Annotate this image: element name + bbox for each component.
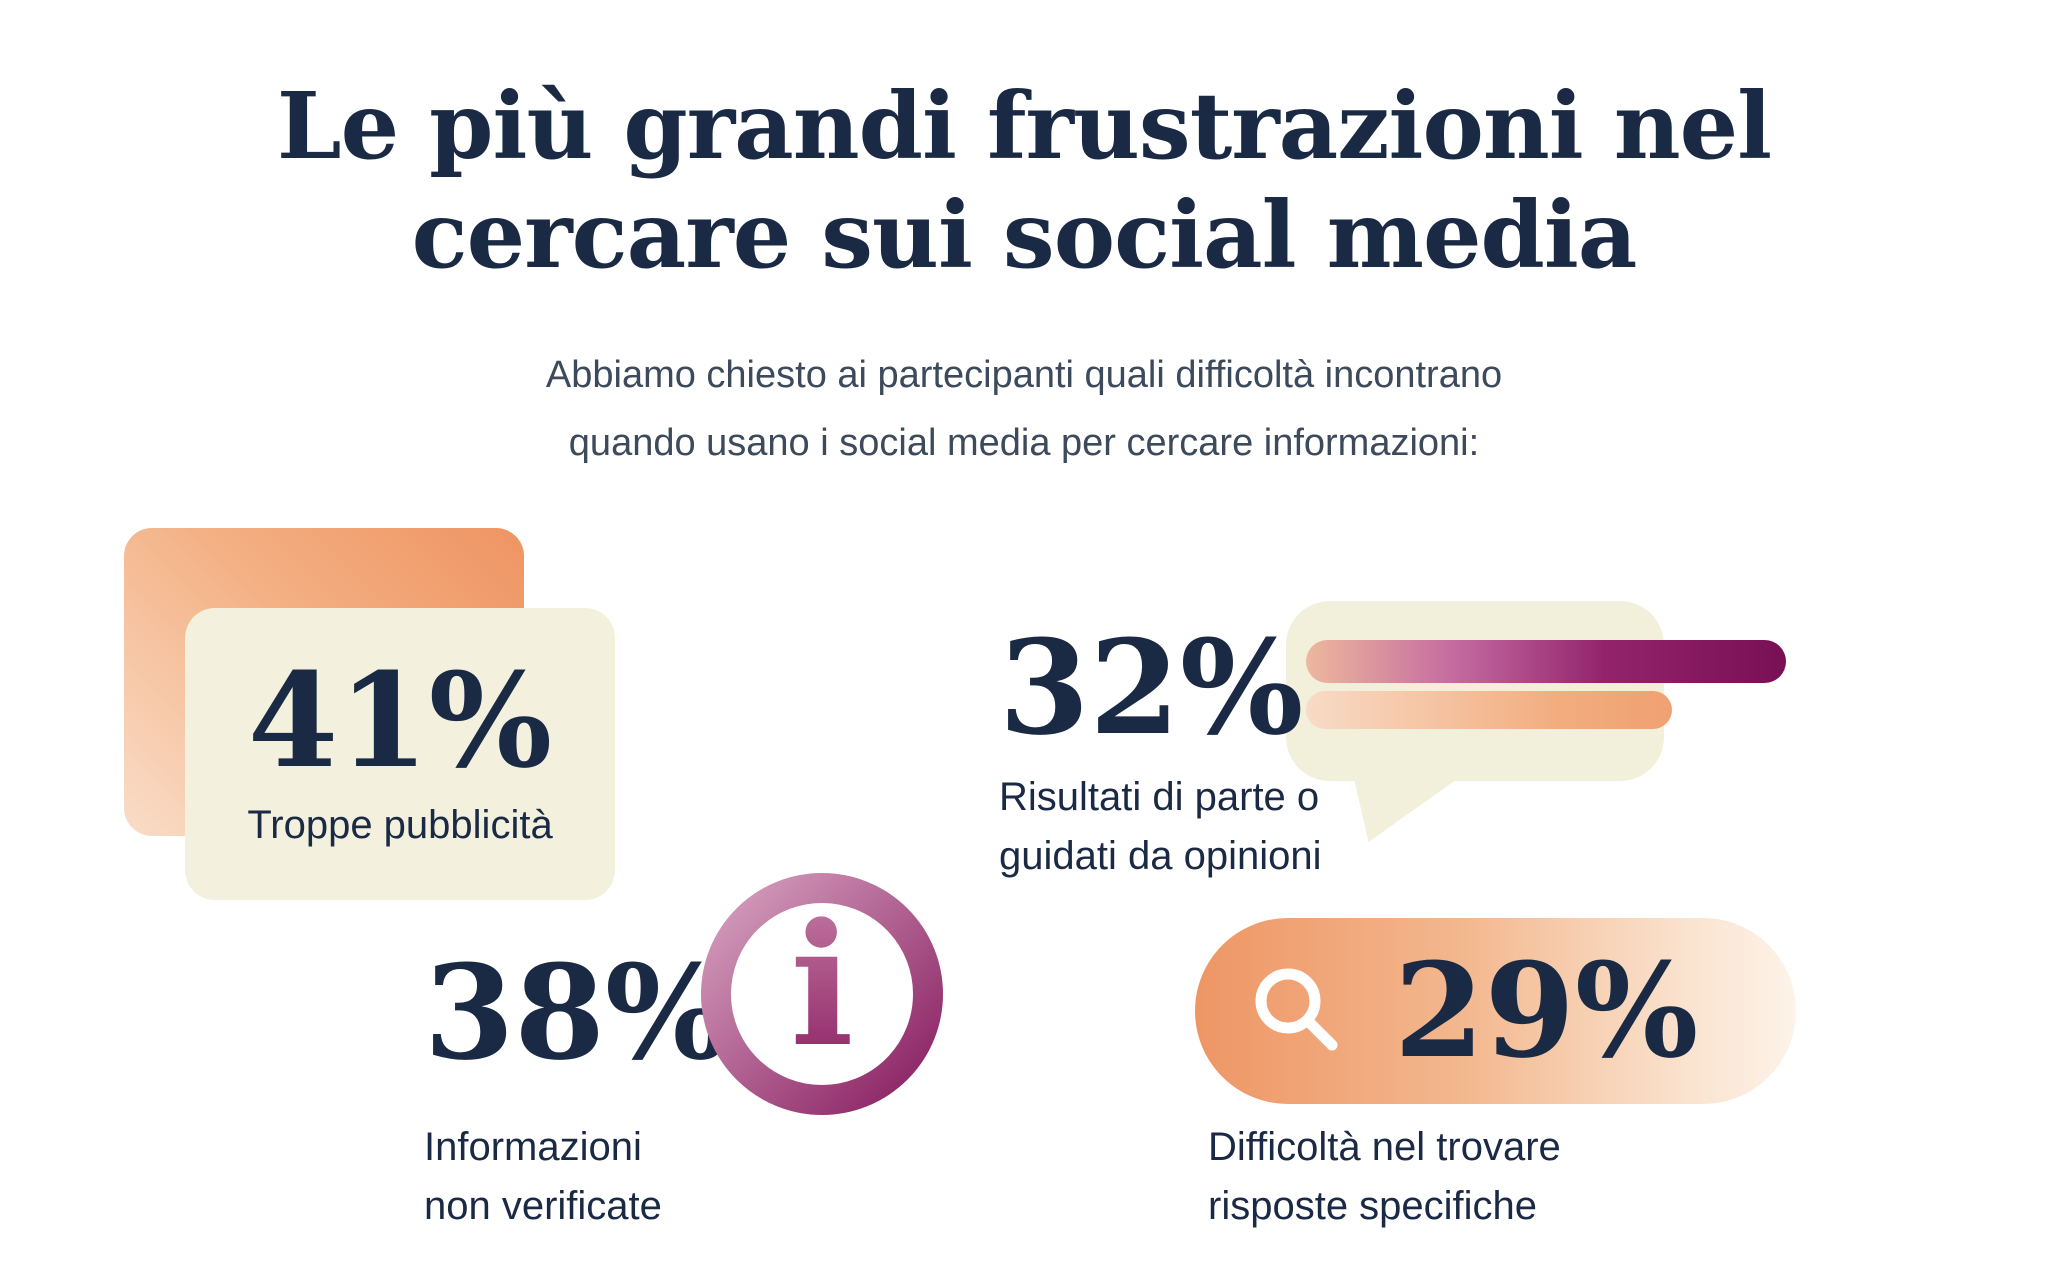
info-icon-ring <box>701 873 943 1115</box>
stat-label-biased: Risultati di parte o guidati da opinioni <box>999 768 1321 886</box>
stat-label-biased-line1: Risultati di parte o <box>999 775 1320 819</box>
search-pill: 29% <box>1195 918 1796 1104</box>
stat-label-specific-line1: Difficoltà nel trovare <box>1208 1125 1561 1169</box>
page-title: Le più grandi frustrazioni nel cercare s… <box>0 72 2048 289</box>
stat-label-unverified: Informazioni non verificate <box>424 1118 662 1236</box>
stat-label-ads: Troppe pubblicità <box>247 803 553 848</box>
stat-value-specific: 29% <box>1394 934 1699 1087</box>
subtitle-line2: quando usano i social media per cercare … <box>568 421 1480 464</box>
stat-card-ads: 41% Troppe pubblicità <box>185 608 615 900</box>
stat-value-unverified: 38% <box>424 936 729 1089</box>
stat-label-specific-line2: risposte specifiche <box>1208 1184 1538 1229</box>
stat-value-ads: 41% <box>247 644 553 798</box>
page-title-line1: Le più grandi frustrazioni nel <box>276 72 1772 180</box>
stat-label-unverified-line2: non verificate <box>424 1184 662 1229</box>
subtitle: Abbiamo chiesto ai partecipanti quali di… <box>0 342 2048 477</box>
page-title-line2: cercare sui social media <box>411 180 1638 289</box>
stat-label-specific: Difficoltà nel trovare risposte specific… <box>1208 1118 1561 1236</box>
info-icon: i <box>701 873 943 1115</box>
search-icon <box>1255 968 1338 1051</box>
subtitle-line1: Abbiamo chiesto ai partecipanti quali di… <box>545 354 1503 396</box>
stat-label-biased-line2: guidati da opinioni <box>999 834 1322 879</box>
gradient-bar-orange <box>1306 691 1672 729</box>
gradient-bar-magenta <box>1306 640 1786 683</box>
info-icon-glyph: i <box>790 886 854 1084</box>
stat-value-biased: 32% <box>999 611 1304 764</box>
speech-bubble-tail <box>1352 770 1470 842</box>
stat-label-unverified-line1: Informazioni <box>424 1125 642 1169</box>
